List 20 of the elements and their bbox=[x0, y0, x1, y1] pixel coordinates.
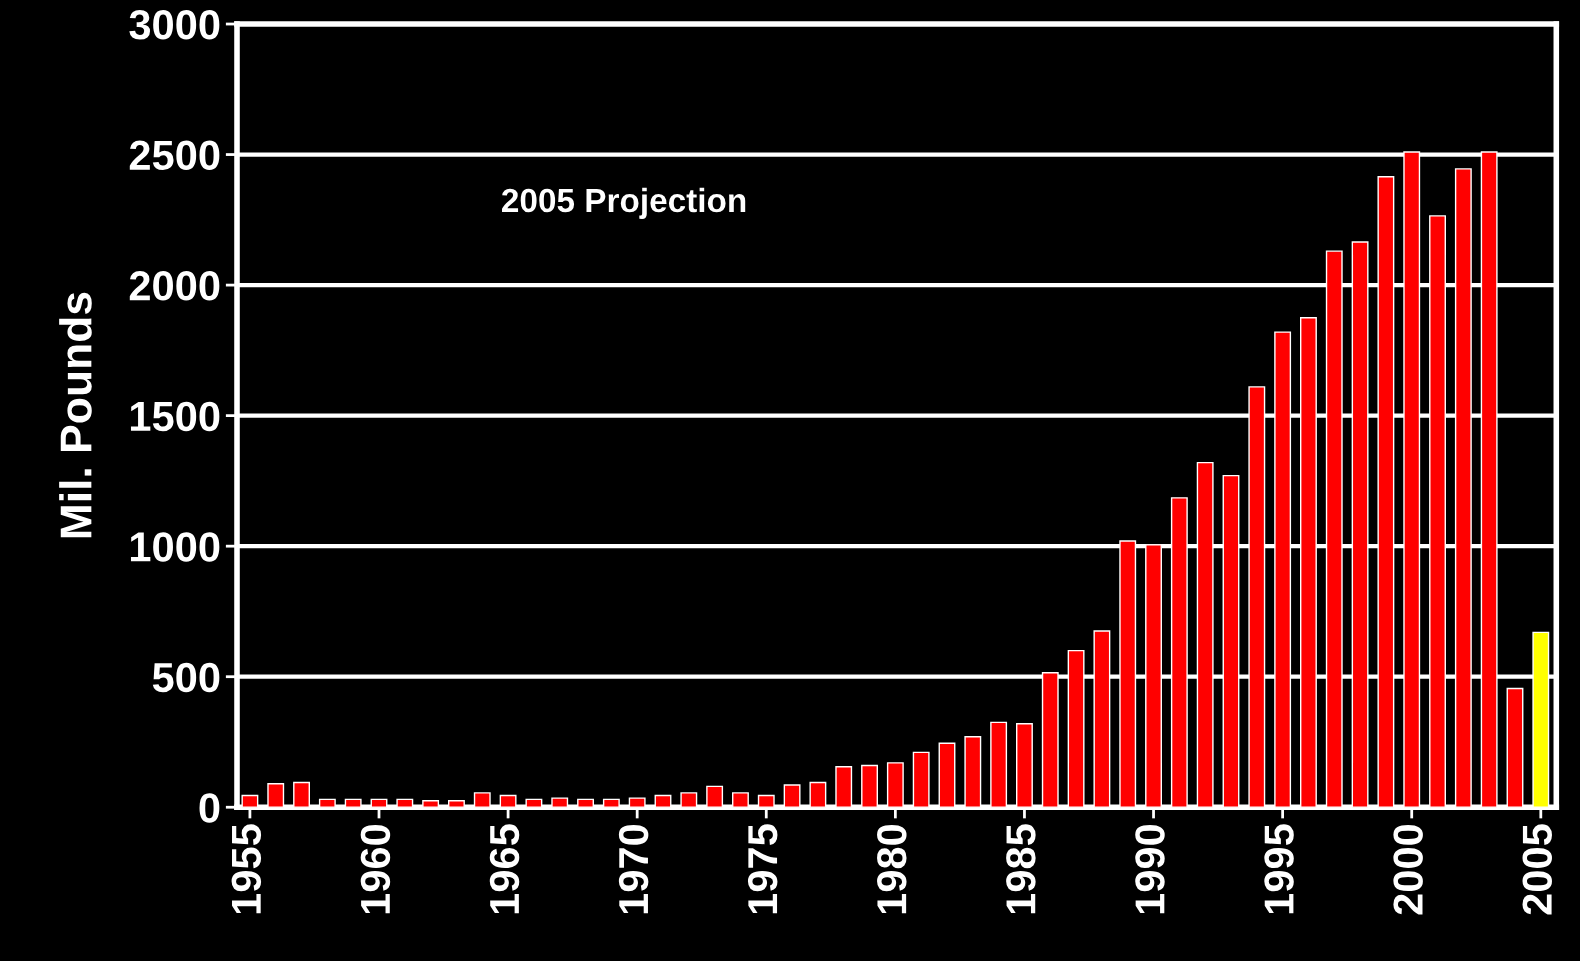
annotation: 2005 Projection bbox=[502, 187, 746, 219]
x-tick-label: 1985 bbox=[1006, 824, 1036, 914]
y-tick-label: 3000 bbox=[129, 10, 220, 40]
x-tick-label: 1995 bbox=[1264, 824, 1294, 914]
y-tick-label: 2000 bbox=[129, 271, 220, 301]
y-tick-label: 1500 bbox=[130, 401, 220, 432]
y-tick-label: 500 bbox=[152, 662, 220, 693]
x-tick-label: 1970 bbox=[618, 824, 649, 914]
x-tick-label: 1960 bbox=[360, 824, 391, 914]
x-tick-label: 1955 bbox=[231, 824, 262, 914]
y-tick-label: 2500 bbox=[129, 140, 220, 171]
x-tick-label: 2000 bbox=[1393, 824, 1423, 915]
x-tick-label: 1965 bbox=[489, 824, 520, 914]
x-tick-label: 2005 bbox=[1522, 824, 1552, 915]
x-tick-label: 1990 bbox=[1135, 824, 1165, 914]
x-tick-label: 1980 bbox=[877, 824, 907, 914]
y-tick-label: 0 bbox=[199, 793, 220, 823]
y-axis-title: Mil. Pounds bbox=[59, 292, 92, 538]
y-tick-label: 1000 bbox=[130, 532, 220, 562]
x-tick-label: 1975 bbox=[747, 824, 778, 914]
